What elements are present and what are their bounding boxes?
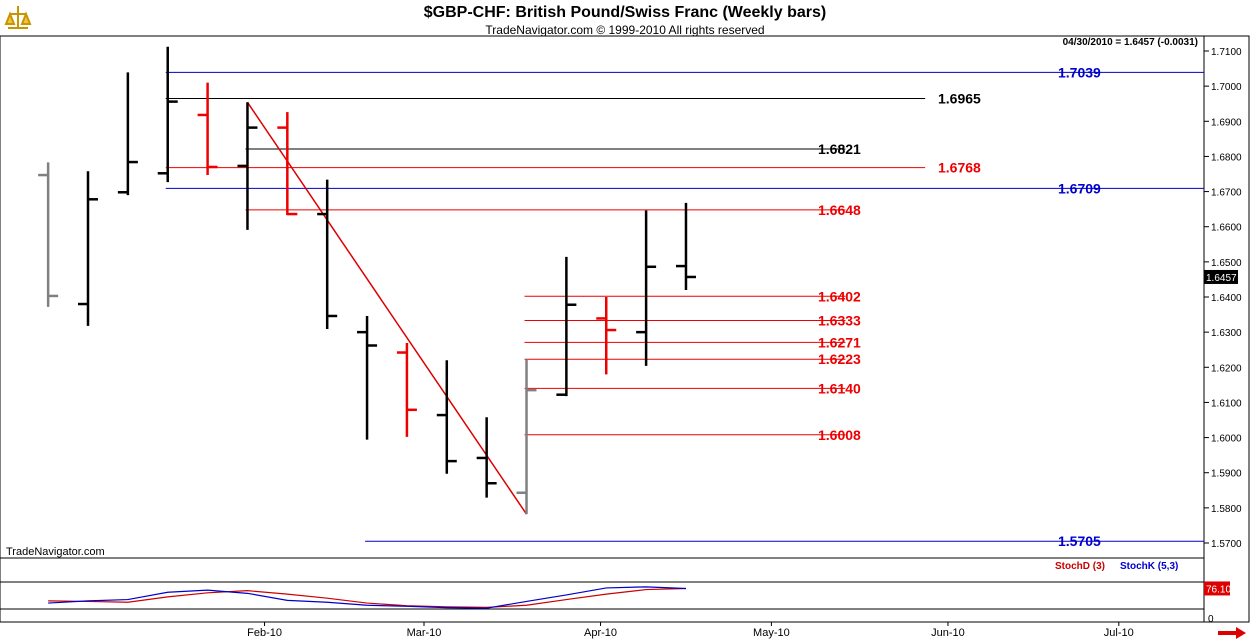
ohlc-bar bbox=[476, 417, 497, 498]
level-label: 1.6768 bbox=[938, 160, 981, 176]
price-tick-label: 1.6200 bbox=[1211, 363, 1242, 374]
x-tick-label: Apr-10 bbox=[584, 627, 617, 639]
level-label: 1.5705 bbox=[1058, 533, 1101, 549]
ohlc-bar bbox=[317, 179, 338, 329]
price-tick-label: 1.6400 bbox=[1211, 293, 1242, 304]
trendline bbox=[246, 101, 528, 515]
stoch-zero-label: 0 bbox=[1208, 614, 1214, 625]
price-tick-label: 1.5700 bbox=[1211, 539, 1242, 550]
ohlc-bar bbox=[357, 315, 378, 440]
level-label: 1.6648 bbox=[818, 202, 861, 218]
price-tick-label: 1.6100 bbox=[1211, 398, 1242, 409]
x-tick-label: Feb-10 bbox=[247, 627, 282, 639]
ohlc-bar bbox=[516, 359, 537, 515]
stoch-pane bbox=[0, 557, 1205, 623]
level-label: 1.6271 bbox=[818, 334, 861, 350]
level-label: 1.6965 bbox=[938, 90, 981, 106]
last-price-label: 1.6457 bbox=[1206, 273, 1237, 284]
stoch-value-tag bbox=[1204, 581, 1230, 596]
price-tick-label: 1.6300 bbox=[1211, 328, 1242, 339]
ohlc-bar bbox=[197, 82, 218, 176]
level-label: 1.6140 bbox=[818, 380, 861, 396]
copyright-notice: TradeNavigator.com © 1999-2010 All right… bbox=[485, 23, 765, 37]
price-tick-label: 1.7100 bbox=[1211, 47, 1242, 58]
ohlc-bar bbox=[157, 46, 178, 183]
price-tick-label: 1.6500 bbox=[1211, 258, 1242, 269]
ohlc-bar bbox=[38, 162, 59, 307]
level-label: 1.6821 bbox=[818, 141, 861, 157]
price-tick-label: 1.6800 bbox=[1211, 152, 1242, 163]
price-axis-pane bbox=[1203, 35, 1250, 623]
stoch-d-legend: StochD (3) bbox=[1055, 561, 1105, 572]
level-label: 1.6402 bbox=[818, 288, 861, 304]
last-quote-readout: 04/30/2010 = 1.6457 (-0.0031) bbox=[1062, 37, 1198, 48]
price-tick-label: 1.5900 bbox=[1211, 469, 1242, 480]
level-label: 1.6008 bbox=[818, 427, 861, 443]
price-tick-label: 1.7000 bbox=[1211, 82, 1242, 93]
ohlc-bar bbox=[117, 72, 138, 196]
scroll-right-arrow-icon[interactable] bbox=[1218, 627, 1246, 639]
ohlc-bar bbox=[436, 360, 457, 474]
ohlc-bar bbox=[636, 210, 657, 366]
ohlc-bar bbox=[78, 171, 98, 326]
price-tick-label: 1.6900 bbox=[1211, 117, 1242, 128]
ohlc-bar bbox=[277, 112, 298, 216]
price-tick-label: 1.6600 bbox=[1211, 223, 1242, 234]
level-label: 1.6333 bbox=[818, 313, 861, 329]
x-tick-label: Jul-10 bbox=[1104, 627, 1134, 639]
price-pane bbox=[0, 35, 1205, 559]
ohlc-bar bbox=[556, 256, 577, 397]
stoch-k-legend: StochK (5,3) bbox=[1120, 561, 1179, 572]
price-tick-label: 1.6000 bbox=[1211, 434, 1242, 445]
ohlc-bar bbox=[237, 102, 258, 230]
stoch-k-line bbox=[48, 586, 686, 609]
watermark: TradeNavigator.com bbox=[6, 546, 105, 558]
x-tick-label: May-10 bbox=[753, 627, 790, 639]
ohlc-bar bbox=[396, 343, 417, 437]
stoch-value-label: 76.10 bbox=[1206, 584, 1231, 595]
stoch-d-line bbox=[48, 587, 686, 608]
ohlc-bar bbox=[675, 202, 696, 290]
last-price-tag bbox=[1204, 269, 1238, 284]
price-tick-label: 1.5800 bbox=[1211, 504, 1242, 515]
level-label: 1.6709 bbox=[1058, 180, 1101, 196]
level-label: 1.6223 bbox=[818, 351, 861, 367]
ohlc-bar bbox=[596, 297, 617, 375]
x-tick-label: Mar-10 bbox=[407, 627, 442, 639]
x-tick-label: Jun-10 bbox=[931, 627, 965, 639]
price-tick-label: 1.6700 bbox=[1211, 188, 1242, 199]
trade-navigator-logo-icon[interactable] bbox=[2, 2, 34, 34]
chart-title: $GBP-CHF: British Pound/Swiss Franc (Wee… bbox=[423, 4, 827, 21]
level-label: 1.7039 bbox=[1058, 64, 1101, 80]
